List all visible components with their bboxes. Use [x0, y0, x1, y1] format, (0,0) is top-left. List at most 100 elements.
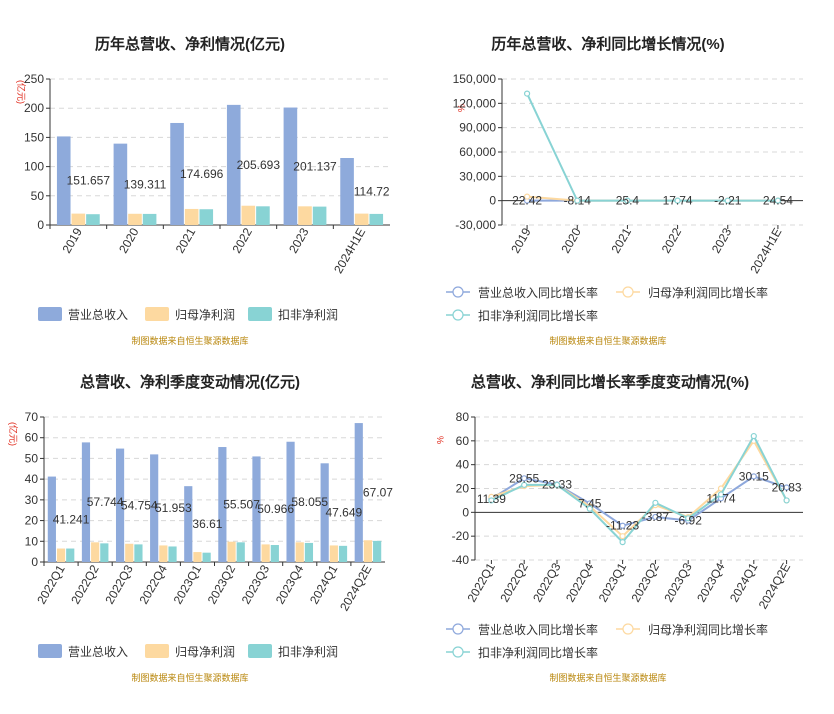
x-tick-label: 2022Q4	[136, 562, 170, 606]
bar-2-2023	[298, 206, 312, 225]
line-series-3	[526, 93, 778, 202]
data-label: 17.74	[663, 194, 693, 208]
x-tick-label: 2022	[659, 225, 685, 255]
legend-swatch	[38, 307, 62, 321]
point-2-2023Q1	[619, 533, 626, 540]
source-note: 制图数据来自恒生聚源数据库	[131, 672, 248, 683]
bar-1-2022Q3	[115, 448, 125, 562]
point-1-2024Q1	[750, 473, 757, 480]
legend-item[interactable]: 营业总收入	[38, 307, 128, 322]
y-tick-label: 50	[31, 189, 45, 203]
data-label: 54.754	[121, 498, 158, 512]
data-label: -2.21	[714, 194, 742, 208]
legend-item[interactable]: 归母净利润同比增长率	[616, 285, 768, 300]
x-tick-label: 2019	[59, 225, 85, 255]
legend-label: 归母净利润同比增长率	[648, 285, 768, 300]
chart-title: 历年总营收、净利情况(亿元)	[95, 35, 285, 53]
bar-2-2020	[128, 213, 142, 225]
chart-title: 历年总营收、净利同比增长情况(%)	[491, 35, 724, 53]
legend-label: 营业总收入	[68, 308, 128, 322]
legend-label: 归母净利润	[175, 645, 235, 659]
data-label: -6.92	[675, 514, 703, 528]
bar-2-2023Q2	[227, 541, 236, 562]
data-label: 174.696	[180, 167, 224, 181]
legend-item[interactable]: 扣非净利润同比增长率	[446, 308, 598, 323]
bar-2-2022Q2	[91, 542, 100, 562]
y-tick-label: 0	[489, 194, 496, 208]
legend-item[interactable]: 归母净利润同比增长率	[616, 622, 768, 637]
bar-3-2019	[86, 214, 100, 225]
legend-item[interactable]: 扣非净利润	[248, 307, 338, 322]
legend-item[interactable]: 营业总收入同比增长率	[446, 622, 598, 637]
data-label: 50.966	[257, 502, 294, 516]
legend-marker	[622, 623, 634, 635]
legend-label: 营业总收入	[68, 645, 128, 659]
bar-3-2024Q1	[338, 545, 348, 562]
legend-item[interactable]: 扣非净利润同比增长率	[446, 645, 598, 660]
chart-3: 总营收、净利季度变动情况(亿元) (亿元) 0 10 20 30 40 50 60 70 2022Q…	[8, 373, 393, 683]
point-3-2024H1E	[774, 197, 782, 204]
bar-1-2023Q3	[252, 456, 261, 562]
data-label: 51.953	[155, 501, 192, 515]
point-1-2023Q1	[619, 522, 626, 529]
y-tick-label: 120,000	[453, 96, 497, 110]
point-1-2022Q2	[521, 475, 528, 482]
y-tick-label: 0	[37, 218, 44, 232]
point-3-2024Q1	[750, 432, 757, 440]
legend-label: 扣非净利润	[278, 308, 338, 322]
x-tick-label: 2023Q4	[694, 560, 728, 604]
bar-1-2022Q4	[150, 454, 159, 562]
point-3-2022Q3	[553, 481, 561, 489]
x-tick-label: 2023	[709, 225, 735, 255]
point-3-2024Q2E	[783, 497, 790, 504]
y-tick-label: 30,000	[459, 169, 496, 183]
legend-item[interactable]: 扣非净利润	[248, 644, 338, 659]
bar-3-2022	[256, 206, 270, 225]
bar-1-2022	[226, 104, 241, 225]
y-tick-label: 60,000	[459, 145, 496, 159]
chart-title: 总营收、净利季度变动情况(亿元)	[80, 373, 300, 391]
y-tick-label: 40	[456, 458, 470, 472]
legend-item[interactable]: 归母净利润	[145, 644, 235, 659]
y-tick-label: -40	[452, 553, 470, 567]
legend-label: 扣非净利润同比增长率	[478, 645, 598, 660]
x-tick-label: 2019	[508, 225, 534, 255]
legend-item[interactable]: 营业总收入同比增长率	[446, 285, 598, 300]
x-tick-label: 2020	[116, 225, 142, 255]
bar-3-2022Q3	[134, 544, 143, 562]
y-tick-label: -20	[452, 529, 470, 543]
bar-2-2024Q1	[329, 545, 338, 562]
bar-1-2021	[170, 122, 184, 225]
bar-3-2023Q4	[304, 542, 314, 562]
bar-3-2021	[199, 209, 214, 225]
source-note: 制图数据来自恒生聚源数据库	[131, 335, 248, 346]
x-tick-label: 2021	[173, 225, 199, 255]
bar-2-2022Q3	[125, 543, 134, 562]
legend-marker	[452, 309, 464, 321]
bar-3-2022Q2	[100, 543, 109, 562]
bar-2-2023Q4	[295, 542, 304, 562]
data-label: 58.055	[291, 495, 328, 509]
legend-label: 营业总收入同比增长率	[478, 622, 598, 637]
unit-label: (亿元)	[16, 80, 27, 104]
data-label: 22.42	[512, 194, 542, 208]
bar-2-2024Q2E	[363, 540, 373, 562]
data-label: 201.137	[293, 159, 337, 173]
bar-1-2019	[56, 136, 71, 225]
unit-label: %	[435, 436, 445, 444]
y-tick-label: 50	[25, 451, 39, 465]
x-tick-label: 2023	[286, 225, 312, 255]
x-tick-label: 2023Q1	[171, 562, 205, 606]
legend-label: 扣非净利润	[278, 645, 338, 659]
bar-1-2022Q1	[47, 476, 56, 562]
legend-marker	[452, 623, 464, 635]
legend-item[interactable]: 归母净利润	[145, 307, 235, 322]
bar-1-2023Q4	[286, 441, 295, 562]
point-3-2023	[724, 197, 731, 204]
x-tick-label: 2023Q2	[629, 560, 663, 604]
bar-2-2022Q4	[159, 545, 168, 562]
legend-item[interactable]: 营业总收入	[38, 644, 128, 659]
point-3-2023Q3	[685, 515, 692, 522]
y-tick-label: 30	[25, 493, 39, 507]
